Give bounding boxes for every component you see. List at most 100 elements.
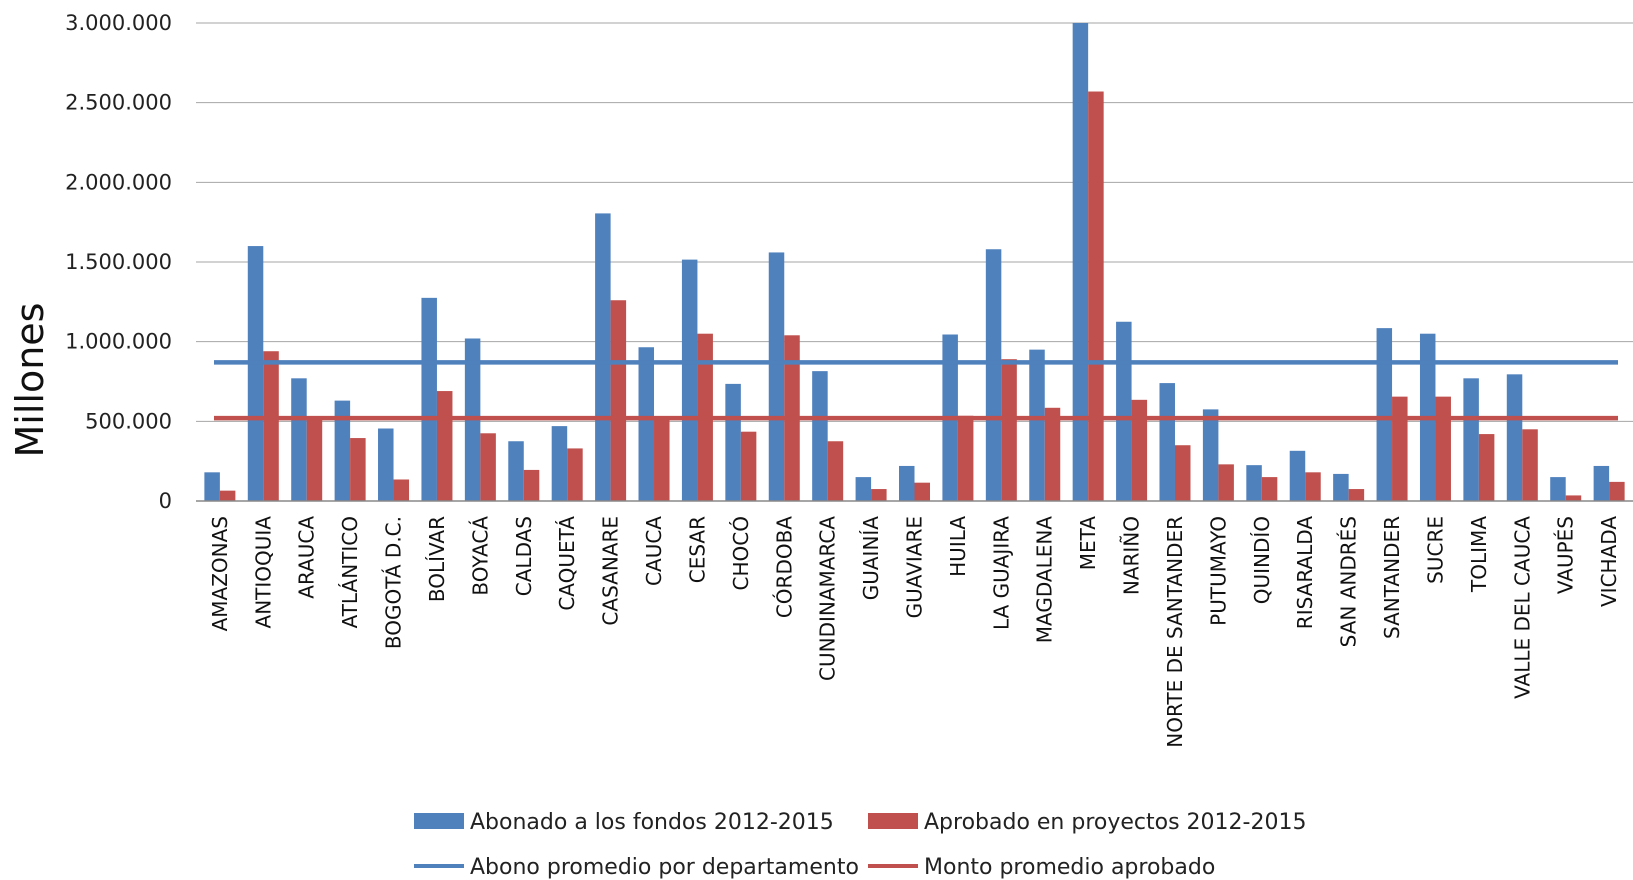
y-tick-label: 2.500.000 bbox=[65, 91, 172, 115]
bar-aprobado bbox=[263, 351, 279, 501]
x-tick-label: BOGOTÁ D.C. bbox=[382, 516, 406, 649]
bar-abonado bbox=[1116, 321, 1132, 501]
bar-abonado bbox=[1550, 477, 1566, 501]
bar-abonado bbox=[812, 371, 828, 501]
bar-aprobado bbox=[306, 418, 323, 501]
legend-label-aprobado: Aprobado en proyectos 2012-2015 bbox=[924, 810, 1306, 835]
bar-abonado bbox=[1376, 328, 1393, 501]
x-tick-label: CAQUETÁ bbox=[555, 516, 579, 611]
bar-aprobado bbox=[1261, 477, 1278, 501]
bar-abonado bbox=[1029, 349, 1045, 501]
bar-aprobado bbox=[610, 300, 627, 501]
bar-abonado bbox=[725, 383, 741, 501]
bar-abonado bbox=[508, 441, 524, 501]
x-tick-label: RISARALDA bbox=[1293, 516, 1317, 630]
bar-aprobado bbox=[740, 431, 757, 501]
x-tick-label: HUILA bbox=[946, 516, 970, 577]
bar-abonado bbox=[1246, 465, 1262, 501]
bar-aprobado bbox=[1088, 91, 1104, 501]
legend-label-abono-promedio: Abono promedio por departamento bbox=[470, 855, 859, 880]
legend: Abonado a los fondos 2012-2015 Aprobado … bbox=[414, 810, 1306, 880]
x-tick-label: VALLE DEL CAUCA bbox=[1510, 516, 1534, 699]
x-tick-label: SAN ANDRÉS bbox=[1337, 516, 1361, 647]
bar-aprobado bbox=[350, 438, 366, 501]
bar-abonado bbox=[1333, 473, 1349, 501]
bar-aprobado bbox=[654, 418, 670, 501]
bar-abonado bbox=[1202, 409, 1219, 501]
x-tick-label: GUAINÍA bbox=[859, 516, 883, 601]
x-tick-label: ATLÁNTICO bbox=[338, 516, 362, 628]
x-tick-label: NARIÑO bbox=[1120, 516, 1144, 595]
y-tick-label: 0 bbox=[159, 489, 172, 513]
x-tick-label: AMAZONAS bbox=[208, 516, 232, 631]
bar-abonado bbox=[247, 246, 264, 501]
y-tick-label: 2.000.000 bbox=[65, 170, 172, 194]
bar-aprobado bbox=[480, 433, 496, 501]
bar-aprobado bbox=[1609, 481, 1625, 501]
bar-aprobado bbox=[567, 448, 583, 501]
bar-aprobado bbox=[914, 482, 930, 501]
bar-abonado bbox=[204, 472, 220, 501]
bar-abonado bbox=[855, 477, 872, 501]
x-tick-label: QUINDÍO bbox=[1250, 516, 1274, 604]
x-tick-label: CASANARE bbox=[599, 516, 623, 626]
x-tick-label: VICHADA bbox=[1597, 516, 1621, 607]
x-tick-label: CESAR bbox=[685, 516, 709, 583]
bar-aprobado bbox=[827, 441, 844, 501]
bar-aprobado bbox=[1522, 429, 1538, 501]
bar-aprobado bbox=[1001, 359, 1017, 501]
legend-swatch-abonado bbox=[414, 813, 464, 829]
x-tick-label: CUNDINAMARCA bbox=[816, 516, 840, 681]
x-tick-label: ANTIOQUIA bbox=[251, 516, 275, 629]
bar-aprobado bbox=[1131, 399, 1148, 501]
bar-abonado bbox=[378, 428, 394, 501]
bar-aprobado bbox=[436, 391, 453, 501]
bar-aprobado bbox=[523, 469, 540, 501]
x-tick-label: CAUCA bbox=[642, 516, 666, 586]
x-tick-label: PUTUMAYO bbox=[1206, 516, 1230, 626]
x-tick-label: CALDAS bbox=[512, 516, 536, 596]
y-axis-ticks: 0 500.000 1.000.000 1.500.000 2.000.000 2.500… bbox=[65, 11, 172, 513]
x-tick-label: SUCRE bbox=[1423, 516, 1447, 584]
bar-abonado bbox=[1463, 378, 1479, 501]
x-tick-label: CÓRDOBA bbox=[772, 516, 796, 618]
bar-aprobado bbox=[1392, 396, 1408, 501]
bar-aprobado bbox=[1565, 495, 1582, 501]
bar-aprobado bbox=[957, 415, 974, 501]
bar-aprobado bbox=[1478, 434, 1495, 501]
bar-abonado bbox=[334, 400, 351, 501]
bar-aprobado bbox=[1174, 445, 1191, 501]
bar-abonado bbox=[1289, 450, 1306, 501]
bar-abonado bbox=[1072, 23, 1089, 501]
x-tick-label: BOLÍVAR bbox=[425, 516, 449, 602]
legend-label-abonado: Abonado a los fondos 2012-2015 bbox=[470, 810, 834, 835]
bar-abonado bbox=[595, 213, 611, 502]
reference-lines bbox=[214, 360, 1618, 421]
y-tick-label: 1.500.000 bbox=[65, 250, 172, 274]
x-tick-label: SANTANDER bbox=[1380, 516, 1404, 639]
x-tick-label: NORTE DE SANTANDER bbox=[1163, 516, 1187, 748]
bar-abonado bbox=[291, 378, 307, 501]
bar-aprobado bbox=[1218, 464, 1234, 501]
y-tick-label: 500.000 bbox=[85, 409, 172, 433]
bar-abonado bbox=[551, 426, 568, 501]
bar-abonado bbox=[768, 252, 785, 501]
bar-abonado bbox=[1159, 383, 1175, 501]
x-axis-ticks: AMAZONAS ANTIOQUIA ARAUCA ATLÁNTICO BOGOTÁ D… bbox=[208, 516, 1621, 748]
bar-abonado bbox=[421, 297, 437, 501]
y-axis-label: Millones bbox=[8, 303, 52, 458]
x-tick-label: TOLIMA bbox=[1467, 516, 1491, 593]
x-tick-label: META bbox=[1076, 516, 1100, 571]
bar-abonado bbox=[985, 249, 1002, 501]
bar-abonado bbox=[1593, 465, 1610, 501]
legend-swatch-aprobado bbox=[868, 813, 918, 829]
bar-aprobado bbox=[871, 489, 887, 501]
bar-aprobado bbox=[1348, 489, 1365, 501]
x-tick-label: LA GUAJIRA bbox=[989, 516, 1013, 630]
x-tick-label: CHOCÓ bbox=[729, 516, 753, 590]
bar-abonado bbox=[1506, 374, 1523, 501]
bar-abonado bbox=[638, 347, 655, 501]
y-tick-label: 1.000.000 bbox=[65, 330, 172, 354]
